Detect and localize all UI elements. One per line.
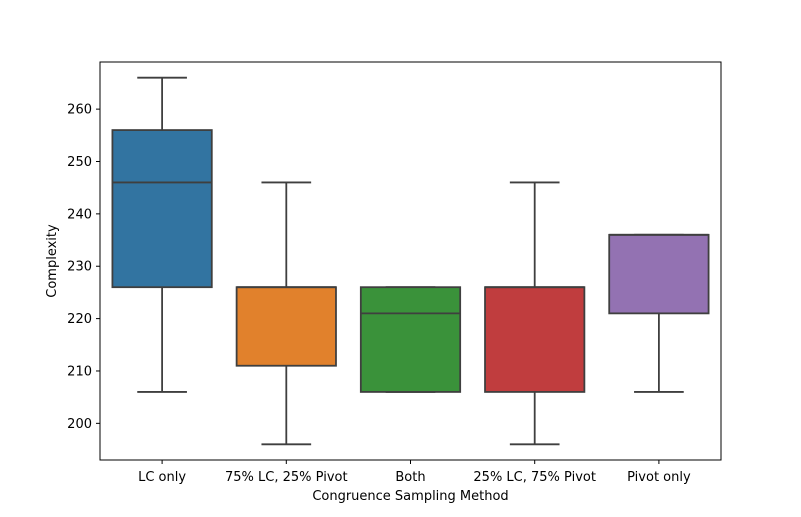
x-tick-label: LC only [138,470,186,485]
y-tick-label: 220 [67,312,92,327]
y-axis-title: Complexity [45,224,60,298]
y-tick-label: 260 [67,103,92,118]
x-tick-label: 25% LC, 75% Pivot [473,470,596,485]
y-tick-label: 210 [67,364,92,379]
x-tick-label: Both [395,470,425,485]
y-tick-label: 200 [67,417,92,432]
box-5 [608,233,710,315]
y-tick-label: 240 [67,207,92,222]
box-2 [235,286,337,367]
y-tick-label: 250 [67,155,92,170]
x-axis-title: Congruence Sampling Method [312,489,508,504]
box-1 [111,129,213,289]
plot-frame [99,61,722,461]
box-4 [484,286,586,393]
x-tick-label: Pivot only [627,470,691,485]
x-tick-label: 75% LC, 25% Pivot [225,470,348,485]
box-3 [359,286,462,393]
y-tick-label: 230 [67,260,92,275]
